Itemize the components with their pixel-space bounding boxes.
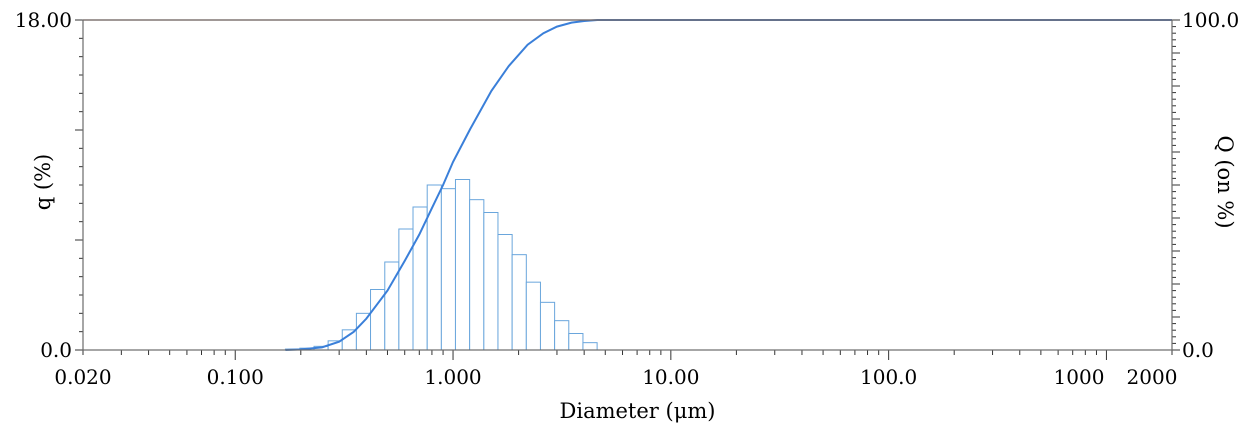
histogram-bar	[454, 179, 471, 351]
histogram-bar	[440, 188, 456, 351]
right-y-tick-label: 0.0	[1182, 338, 1214, 362]
histogram-bar	[426, 184, 442, 351]
x-tick-label: 2000	[1127, 365, 1178, 389]
histogram-bar	[568, 333, 584, 351]
axis-ticks	[75, 19, 1180, 360]
left-y-axis-title: q (%)	[31, 154, 55, 210]
histogram-bar	[497, 234, 513, 351]
histogram-bar	[341, 329, 357, 351]
plot-frame	[82, 19, 1173, 351]
x-tick-label: 100.0	[860, 365, 917, 389]
histogram-bar	[412, 206, 428, 351]
histogram-bar	[554, 320, 570, 351]
right-y-tick-label: 100.0	[1182, 8, 1239, 32]
x-tick-label: 1.000	[424, 365, 481, 389]
x-tick-label: 0.100	[207, 365, 264, 389]
x-tick-label: 1000	[1054, 365, 1105, 389]
x-tick-labels: 0.020 0.100 1.000 10.00 100.0 1000 2000	[54, 365, 1177, 389]
x-tick-label: 10.00	[642, 365, 699, 389]
histogram-bar	[539, 301, 556, 351]
right-y-axis-title: Q (on %)	[1213, 135, 1237, 228]
histogram-bars	[284, 179, 598, 351]
x-axis-title: Diameter (μm)	[560, 399, 716, 423]
x-tick-label: 0.020	[54, 365, 111, 389]
left-y-tick-label: 0.0	[40, 338, 72, 362]
histogram-bar	[483, 212, 499, 351]
histogram-bar	[398, 228, 414, 351]
histogram-bar	[511, 254, 527, 351]
histogram-bar	[525, 281, 541, 351]
histogram-bar	[582, 342, 598, 351]
right-y-tick-labels: 0.0 100.0	[1182, 8, 1239, 362]
left-y-tick-labels: 0.0 18.00	[15, 8, 72, 362]
histogram-bar	[355, 312, 372, 351]
left-y-tick-label: 18.00	[15, 8, 72, 32]
histogram-bar	[469, 199, 485, 351]
